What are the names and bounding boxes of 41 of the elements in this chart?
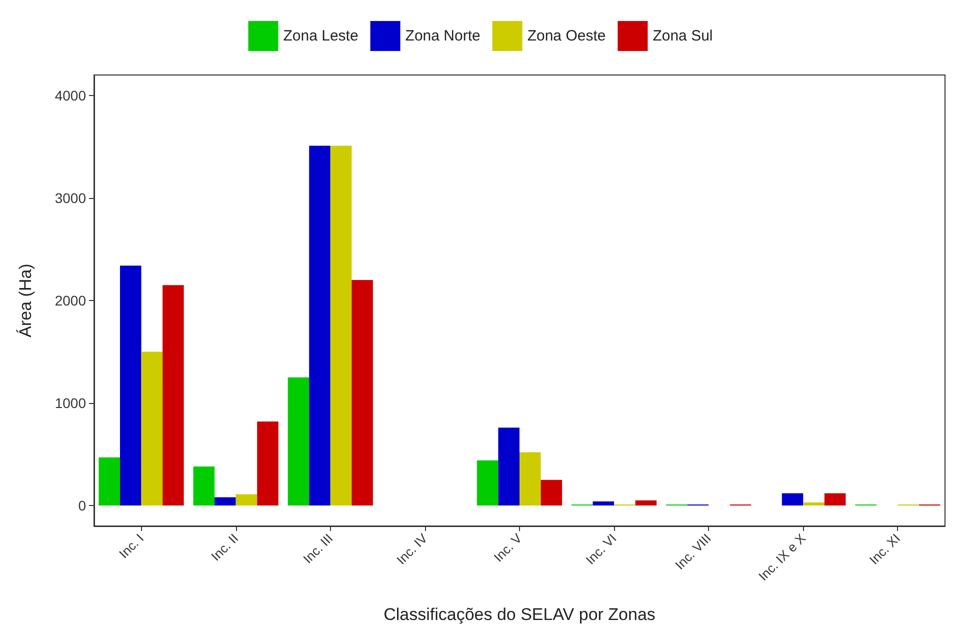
legend-label: Zona Sul (652, 28, 713, 44)
x-axis-title: Classificações do SELAV por Zonas (384, 605, 656, 624)
bar (309, 146, 330, 506)
bar (120, 266, 142, 506)
x-tick-label: Inc. IX e X (756, 530, 809, 584)
bar (141, 352, 163, 506)
bar (592, 501, 614, 506)
bar (236, 494, 258, 506)
x-tick-label: Inc. VIII (672, 530, 714, 572)
bar (162, 285, 184, 506)
bar (193, 466, 215, 506)
y-tick-label: 3000 (54, 190, 86, 206)
bar (824, 493, 846, 506)
legend-label: Zona Norte (405, 28, 480, 44)
bar (330, 146, 352, 506)
x-tick-label: Inc. I (116, 530, 147, 562)
x-tick-label: Inc. VI (582, 530, 620, 568)
bar (498, 428, 520, 506)
y-tick-label: 2000 (54, 292, 86, 308)
bar (214, 497, 236, 506)
x-tick-label: Inc. IV (394, 530, 430, 568)
x-tick-label: Inc. III (300, 530, 336, 566)
legend-label: Zona Oeste (527, 28, 606, 44)
bar (257, 421, 278, 506)
bar (98, 457, 120, 506)
bar (803, 502, 824, 506)
legend-label: Zona Leste (283, 28, 358, 44)
bar (352, 280, 373, 506)
bar (540, 480, 562, 506)
x-tick-label: Inc. XI (866, 530, 904, 568)
bar (782, 493, 804, 506)
bar (635, 500, 657, 506)
y-axis-title: Área (Ha) (16, 264, 35, 338)
y-tick-label: 1000 (54, 395, 86, 411)
y-tick-label: 0 (78, 498, 86, 514)
bar (520, 452, 541, 506)
bar (288, 377, 310, 506)
y-tick-label: 4000 (54, 88, 86, 104)
bar (476, 460, 498, 506)
x-tick-label: Inc. II (208, 530, 242, 564)
x-tick-label: Inc. V (490, 530, 526, 565)
